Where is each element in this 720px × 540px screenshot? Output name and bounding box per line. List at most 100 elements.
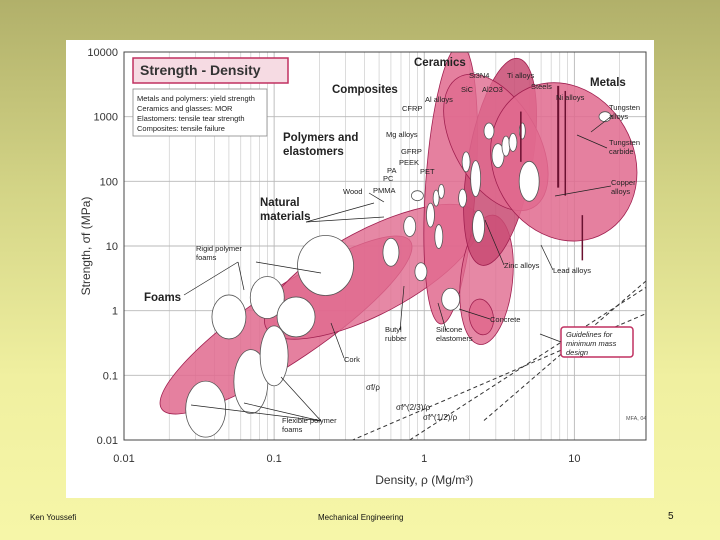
leader-line <box>484 219 505 266</box>
material-label: PA <box>387 166 396 175</box>
x-axis-label: Density, ρ (Mg/m³) <box>375 473 473 487</box>
material-label: PEEK <box>399 158 419 167</box>
material-label: rubber <box>385 334 407 343</box>
material-label: Concrete <box>490 315 520 324</box>
silicone-bubble <box>441 287 461 311</box>
family-label-metals: Metals <box>590 77 626 89</box>
flexible-foam-bubble <box>185 380 227 438</box>
leader-line <box>183 261 239 296</box>
gfrp-bubble <box>461 151 471 173</box>
material-label: Mg alloys <box>386 130 418 139</box>
material-label: Tungsten <box>609 138 640 147</box>
leader-line <box>305 202 375 223</box>
family-label-natural: Natural <box>260 197 300 209</box>
y-tick-label: 1000 <box>94 112 118 124</box>
material-label: Al2O3 <box>482 85 503 94</box>
material-label: Zinc alloys <box>504 261 540 270</box>
leader-line <box>540 244 554 271</box>
composite-bubble <box>472 210 485 243</box>
plot-content <box>159 52 646 440</box>
leader-line <box>399 285 405 331</box>
pmma-bubble <box>410 190 424 202</box>
rigid-foam-bubble <box>249 276 285 319</box>
material-label: GFRP <box>401 147 422 156</box>
polymer-bubble <box>437 183 445 199</box>
material-label: PET <box>420 167 435 176</box>
cork-bubble <box>297 235 354 296</box>
footer-author: Ken Youssefi <box>30 513 77 522</box>
ashby-chart: 0.01 0.1 1 10 10000 1000 100 10 1 0.1 0.01 Density,… <box>79 47 647 487</box>
material-label: CFRP <box>402 104 422 113</box>
metals-envelope <box>490 82 638 242</box>
x-tick-label: 0.1 <box>266 453 281 465</box>
material-label: alloys <box>609 112 628 121</box>
guideline-callout-text: design <box>566 348 588 357</box>
guideline-callout-text: Guidelines for <box>566 330 613 339</box>
x-tick-label: 0.01 <box>113 453 134 465</box>
leader-line <box>305 216 385 223</box>
y-tick-label: 100 <box>100 176 118 188</box>
material-label: Ni alloys <box>556 93 585 102</box>
leader-line <box>590 114 614 133</box>
material-label: Si3N4 <box>469 71 489 80</box>
leader-line <box>280 376 322 422</box>
y-tick-label: 10000 <box>87 47 118 59</box>
material-label: foams <box>196 253 217 262</box>
note-text: Elastomers: tensile tear strength <box>137 114 245 123</box>
composite-bubble <box>470 160 482 198</box>
y-axis-label: Strength, σf (MPa) <box>79 197 93 296</box>
butyl-rubber-bubble <box>414 262 428 282</box>
al-alloy-bubble <box>491 143 505 168</box>
leader-line <box>458 308 491 320</box>
y-tick-label: 10 <box>106 241 118 253</box>
note-text: Metals and polymers: yield strength <box>137 94 255 103</box>
leader-line <box>554 185 612 197</box>
rigid-foam-bubble <box>276 296 316 338</box>
material-label: Wood <box>343 187 362 196</box>
x-tick-label: 10 <box>568 453 580 465</box>
material-label: Butyl <box>385 325 402 334</box>
family-label-polymers: elastomers <box>283 146 344 158</box>
page-number: 5 <box>668 511 674 522</box>
leader-line <box>576 134 608 149</box>
material-label: foams <box>282 425 303 434</box>
material-label: Rigid polymer <box>196 244 242 253</box>
notes-box <box>132 88 268 137</box>
elastomer-bubble <box>434 224 444 249</box>
plot-frame <box>123 51 647 441</box>
guideline-index-label: σf/ρ <box>366 383 380 392</box>
family-label-natural: materials <box>260 211 311 223</box>
corner-label: MFA, 04 <box>626 416 646 422</box>
footer-department: Mechanical Engineering <box>318 513 404 522</box>
y-tick-label: 1 <box>112 306 118 318</box>
material-label: Copper <box>611 178 636 187</box>
wood-bubble <box>382 237 400 267</box>
material-label: Silicone <box>436 325 462 334</box>
wood-bubble <box>403 216 417 237</box>
family-label-ceramics: Ceramics <box>414 57 466 69</box>
polymer-bubble <box>426 202 435 228</box>
guideline-callout-text: minimum mass <box>566 339 617 348</box>
rigid-foam-bubble <box>211 294 247 340</box>
note-text: Composites: tensile failure <box>137 124 225 133</box>
title-box <box>132 57 289 84</box>
polymer-bubble <box>458 188 467 208</box>
material-label: Steels <box>531 82 552 91</box>
y-tick-label: 0.01 <box>97 435 118 447</box>
material-label: elastomers <box>436 334 473 343</box>
material-label: alloys <box>611 187 630 196</box>
leader-line <box>539 333 562 343</box>
leader-line <box>243 402 322 422</box>
ceramic-bubble <box>501 135 511 157</box>
guideline-line <box>409 286 646 440</box>
leader-line <box>190 404 322 422</box>
family-label-composites: Composites <box>332 84 398 96</box>
flexible-foam-bubble <box>259 325 289 387</box>
material-label: carbide <box>609 147 634 156</box>
chart-panel: 0.01 0.1 1 10 10000 1000 100 10 1 0.1 0.01 Density,… <box>66 40 654 498</box>
guideline-index-label: σf^(2/3)/ρ <box>396 403 431 412</box>
leader-line <box>255 261 322 274</box>
material-label: Tungsten <box>609 103 640 112</box>
material-label: Lead alloys <box>553 266 591 275</box>
guideline-index-label: σf^(1/2)/ρ <box>423 413 458 422</box>
